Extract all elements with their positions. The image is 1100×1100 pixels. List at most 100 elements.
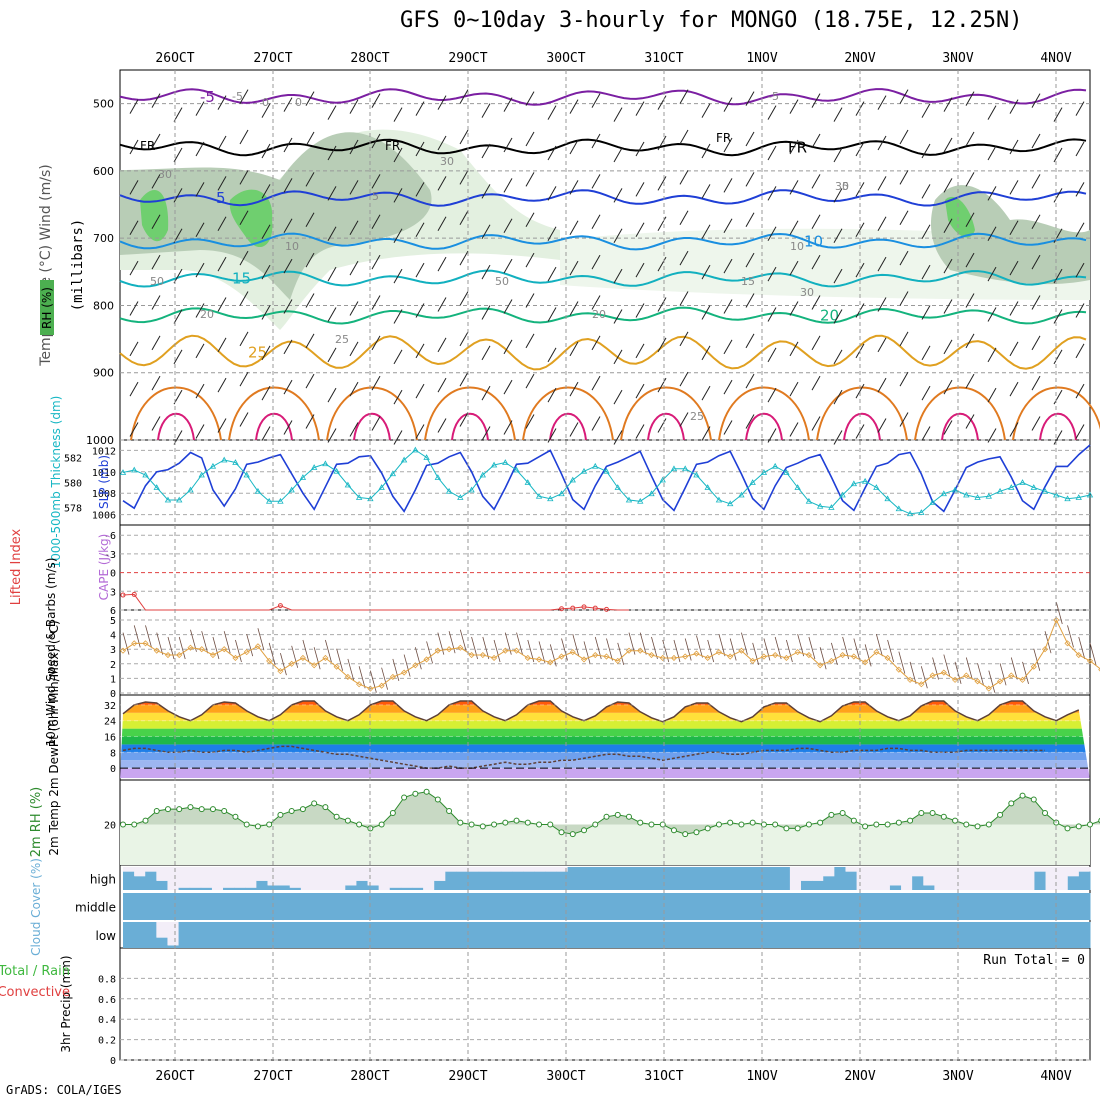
wind-barb [921,305,931,320]
wind-barb [239,291,249,306]
wind-barb [358,666,366,689]
rh-marker [749,819,756,826]
wind-barb [525,373,535,389]
wind-speed-marker [502,647,509,654]
slp-line [122,444,1091,513]
wind-barb [591,93,601,108]
wind-barb [437,377,447,393]
wind-barb [525,131,535,147]
wind-barb [651,636,658,660]
cloud-bar-high [400,887,413,890]
wind-barb [679,331,689,347]
chart-title: GFS 0~10day 3-hourly for MONGO (18.75E, … [400,8,1023,33]
thickness-marker [119,469,127,475]
wind-barb [151,295,161,310]
wind-barb [767,186,777,201]
cloud-gap-high [167,867,180,890]
contour-label: 0 [262,96,269,109]
wind-barb [129,99,139,114]
cloud-bar-low [556,922,569,948]
wind-barb [591,254,601,270]
date-label-bottom: 27OCT [253,1069,292,1084]
wind-barb [503,97,513,112]
wind-barb [1075,141,1085,157]
wind-barb [305,172,315,187]
wind-tick-label: 5 [110,616,116,627]
wind-barb [875,634,883,657]
cloud-bar-high [389,887,402,890]
wind-speed-marker [266,657,273,664]
wind-barb [217,377,227,393]
rh-shade-70 [945,196,975,238]
thickness-marker [963,491,970,498]
wind-speed-marker [344,673,351,681]
wind-barb [987,428,997,443]
thickness-marker [209,462,217,469]
wind-speed-marker [423,656,430,663]
wind-barb [133,625,141,648]
wind-barb [987,105,997,120]
wind-barb [283,420,293,435]
wind-barb [217,256,227,272]
wind-barb [745,333,755,349]
date-label-bottom: 28OCT [350,1069,389,1084]
wind-barb [701,305,711,320]
cloud-bar-low [134,922,146,948]
thickness-marker [749,479,756,485]
wind-speed-marker [367,685,374,692]
temp-band [120,736,1090,745]
rh-marker [862,823,869,830]
wind-barb [239,129,249,145]
contour-label: 10 [285,240,299,253]
cloud-bar-low [567,922,580,948]
lifted-marker [570,605,576,611]
wind-barb [569,381,579,397]
wind-barb [261,143,271,159]
wind-barb [151,214,161,229]
cloud-gap-high [945,867,958,890]
wind-barb [547,186,557,201]
rh-marker [918,809,925,816]
cloud-bar-low [723,922,735,948]
wind-speed-marker [749,657,756,664]
wind-barb [877,256,887,272]
wind-barb [481,345,491,361]
wind-barb [591,335,601,351]
cloud-bar-middle [901,893,913,920]
wind-barb [679,129,689,145]
lifted-marker [604,606,609,612]
cloud-bar-low [978,922,991,948]
rh-marker [727,819,734,826]
wind-barb [503,258,513,274]
cloud-bar-low [167,945,180,948]
cloud-bar-low [812,922,824,948]
wind-speed-marker [198,646,205,653]
wind-barb [437,176,447,191]
wind-barb [327,307,337,322]
wind-barb [217,216,227,231]
wind-speed-marker [659,654,666,662]
cloud-bar-high [156,880,168,890]
cloud-gap-high [400,867,413,888]
cloud-bar-middle [489,893,502,920]
wind-barb [415,262,425,278]
thickness-marker [457,494,464,500]
cloud-bar-high [489,871,502,890]
cloud-bar-middle [400,893,413,920]
wind-barb [547,266,557,282]
thickness-marker [940,490,948,497]
cloud-gap-high [345,867,357,886]
wind-barb [178,636,186,660]
wind-barb [752,642,760,665]
cloud-bar-low [300,922,313,948]
precip-ylabel: 3hr Precip (mm) [59,955,73,1052]
wind-speed-marker [929,672,936,679]
wind-barb [481,224,491,239]
cloud-level-label: high [90,873,116,887]
thickness-marker [816,502,824,509]
wind-barb [635,182,645,197]
cloud-bar-low [945,922,958,948]
wind-barb [261,426,271,441]
cloud-bar-middle [945,893,958,920]
